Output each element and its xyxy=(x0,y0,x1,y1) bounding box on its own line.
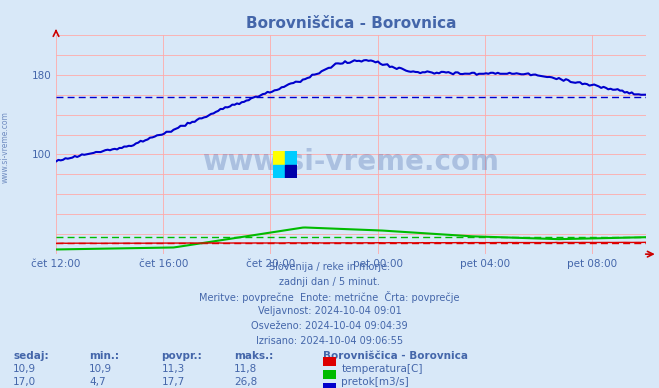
Text: zadnji dan / 5 minut.: zadnji dan / 5 minut. xyxy=(279,277,380,287)
Text: maks.:: maks.: xyxy=(234,351,273,361)
Title: Borovniščica - Borovnica: Borovniščica - Borovnica xyxy=(246,16,456,31)
Text: www.si-vreme.com: www.si-vreme.com xyxy=(202,148,500,176)
Bar xyxy=(285,151,297,165)
Text: 10,9: 10,9 xyxy=(13,364,36,374)
Bar xyxy=(273,151,285,165)
Text: temperatura[C]: temperatura[C] xyxy=(341,364,423,374)
Text: povpr.:: povpr.: xyxy=(161,351,202,361)
Text: 17,7: 17,7 xyxy=(161,377,185,387)
Text: sedaj:: sedaj: xyxy=(13,351,49,361)
Text: 17,0: 17,0 xyxy=(13,377,36,387)
Text: Meritve: povprečne  Enote: metrične  Črta: povprečje: Meritve: povprečne Enote: metrične Črta:… xyxy=(199,291,460,303)
Text: Borovniščica - Borovnica: Borovniščica - Borovnica xyxy=(323,351,468,361)
Text: 10,9: 10,9 xyxy=(89,364,112,374)
Text: Izrisano: 2024-10-04 09:06:55: Izrisano: 2024-10-04 09:06:55 xyxy=(256,336,403,346)
Text: www.si-vreme.com: www.si-vreme.com xyxy=(1,111,10,184)
Text: Slovenija / reke in morje.: Slovenija / reke in morje. xyxy=(269,262,390,272)
Text: 26,8: 26,8 xyxy=(234,377,257,387)
Text: pretok[m3/s]: pretok[m3/s] xyxy=(341,377,409,387)
Text: 11,3: 11,3 xyxy=(161,364,185,374)
Text: 11,8: 11,8 xyxy=(234,364,257,374)
Text: min.:: min.: xyxy=(89,351,119,361)
Text: Osveženo: 2024-10-04 09:04:39: Osveženo: 2024-10-04 09:04:39 xyxy=(251,321,408,331)
Text: 4,7: 4,7 xyxy=(89,377,105,387)
Bar xyxy=(285,165,297,178)
Text: Veljavnost: 2024-10-04 09:01: Veljavnost: 2024-10-04 09:01 xyxy=(258,306,401,316)
Bar xyxy=(273,165,285,178)
